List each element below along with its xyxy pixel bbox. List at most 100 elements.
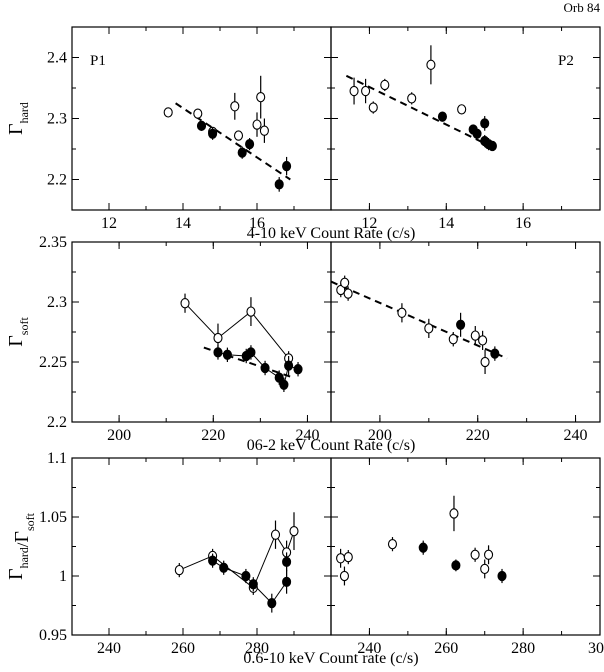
y-axis-title: Γhard/Γsoft (5, 512, 37, 580)
y-tick-label: 1 (59, 568, 67, 585)
filled-data-point (245, 138, 255, 150)
open-series-line (184, 302, 290, 359)
open-data-point (448, 334, 458, 345)
fit-line (345, 74, 497, 150)
open-data-point (233, 130, 244, 141)
filled-data-point (293, 364, 303, 375)
y-axis-title: Γsoft (5, 317, 31, 347)
orbit-label: Orb 84 (564, 0, 601, 15)
x-tick-label: 280 (511, 640, 535, 657)
open-data-point (397, 307, 407, 318)
open-data-point (246, 306, 256, 317)
open-data-point (470, 549, 480, 560)
plot-frame (71, 457, 332, 636)
y-tick-label: 1.05 (39, 509, 67, 526)
filled-data-point (208, 555, 218, 566)
open-data-point (256, 92, 266, 103)
open-data-point (336, 553, 346, 564)
open-data-point (289, 526, 299, 537)
open-data-point (163, 107, 173, 118)
open-data-point (480, 563, 490, 575)
open-data-point (340, 277, 350, 288)
open-data-point (484, 549, 494, 560)
fit-line (330, 280, 508, 360)
filled-data-point (480, 118, 490, 129)
filled-data-point (208, 128, 218, 139)
panel-hard-p1: 2.2 2.3 2.4 12 14 16 P1 4-10 keV Count Rate (c/… (5, 26, 416, 242)
filled-data-point (437, 111, 447, 122)
filled-data-point (274, 372, 284, 383)
y-tick-label: 1.1 (47, 450, 67, 467)
y-tick-label: 0.95 (39, 627, 67, 644)
x-tick-label: 240 (564, 427, 588, 444)
x-tick-label: 200 (368, 427, 392, 444)
filled-data-point (472, 128, 482, 139)
filled-data-point (282, 556, 292, 567)
open-data-point (368, 102, 378, 113)
y-tick-label: 2.25 (39, 354, 67, 371)
filled-data-point (279, 379, 289, 390)
open-data-point (339, 570, 350, 582)
open-data-point (259, 125, 269, 136)
x-axis-title: 4-10 keV Count Rate (c/s) (247, 225, 416, 242)
fit-line (175, 102, 291, 181)
x-tick-label: 240 (295, 427, 319, 444)
filled-data-point (451, 560, 461, 571)
plot-frame (330, 241, 601, 423)
panel-ratio-p2: 240 260 280 300 (330, 457, 604, 657)
open-data-point (480, 356, 490, 368)
y-axis-title-symbol: Γ (5, 568, 27, 580)
y-tick-label: 2.2 (47, 414, 67, 431)
y-axis-title-subscript: hard (17, 547, 31, 568)
open-data-point (180, 298, 190, 309)
plot-frame (71, 26, 332, 211)
open-series-line (179, 530, 295, 589)
y-axis-title-symbol: Γ (5, 335, 27, 347)
open-data-point (380, 79, 390, 91)
open-data-point (343, 551, 353, 563)
y-tick-label: 2.3 (47, 111, 67, 128)
y-axis-title-symbol: Γ (5, 123, 27, 135)
open-data-point (270, 529, 281, 540)
x-tick-label: 220 (201, 427, 225, 444)
open-data-point (349, 85, 359, 97)
filled-data-point (490, 348, 500, 359)
plot-frame (330, 457, 601, 636)
filled-data-point (196, 120, 207, 131)
filled-data-point (219, 562, 229, 573)
x-axis-title: 0.6-10 keV Count rate (c/s) (243, 650, 418, 667)
y-axis-title-subscript: soft (23, 512, 37, 531)
x-tick-label: 12 (101, 215, 117, 232)
filled-data-point (248, 579, 258, 590)
filled-data-point (222, 349, 232, 360)
filled-data-point (497, 570, 507, 582)
x-tick-label: 14 (175, 215, 191, 232)
y-axis-title-subscript: soft (17, 317, 31, 336)
x-tick-label: 16 (249, 215, 265, 232)
x-axis-title: 06-2 keV Count Rate (c/s) (247, 437, 416, 454)
y-axis-title: Γhard (5, 102, 31, 135)
y-tick-label: 2.2 (47, 172, 67, 189)
x-tick-label: 200 (107, 427, 131, 444)
filled-data-point (284, 360, 294, 371)
open-data-point (193, 108, 203, 119)
filled-data-point (487, 140, 497, 152)
y-axis-title-symbol: Γ (11, 531, 33, 543)
filled-data-point (241, 570, 251, 582)
x-tick-label: 280 (245, 640, 269, 657)
x-tick-label: 240 (357, 640, 381, 657)
plot-frame (71, 241, 332, 423)
open-data-point (449, 508, 459, 519)
filled-data-point (213, 347, 223, 358)
y-axis-title-slash: / (15, 542, 32, 547)
x-tick-label: 220 (466, 427, 490, 444)
filled-data-point (267, 597, 277, 609)
panels: 2.2 2.3 2.4 12 14 16 P1 4-10 keV Count Rate (c/… (5, 26, 604, 667)
panel-hard-p2: 12 14 16 P2 (330, 26, 601, 232)
open-data-point (470, 330, 480, 341)
x-tick-label: 260 (434, 640, 458, 657)
y-tick-label: 2.4 (47, 50, 67, 67)
panel-label: P2 (558, 53, 574, 69)
